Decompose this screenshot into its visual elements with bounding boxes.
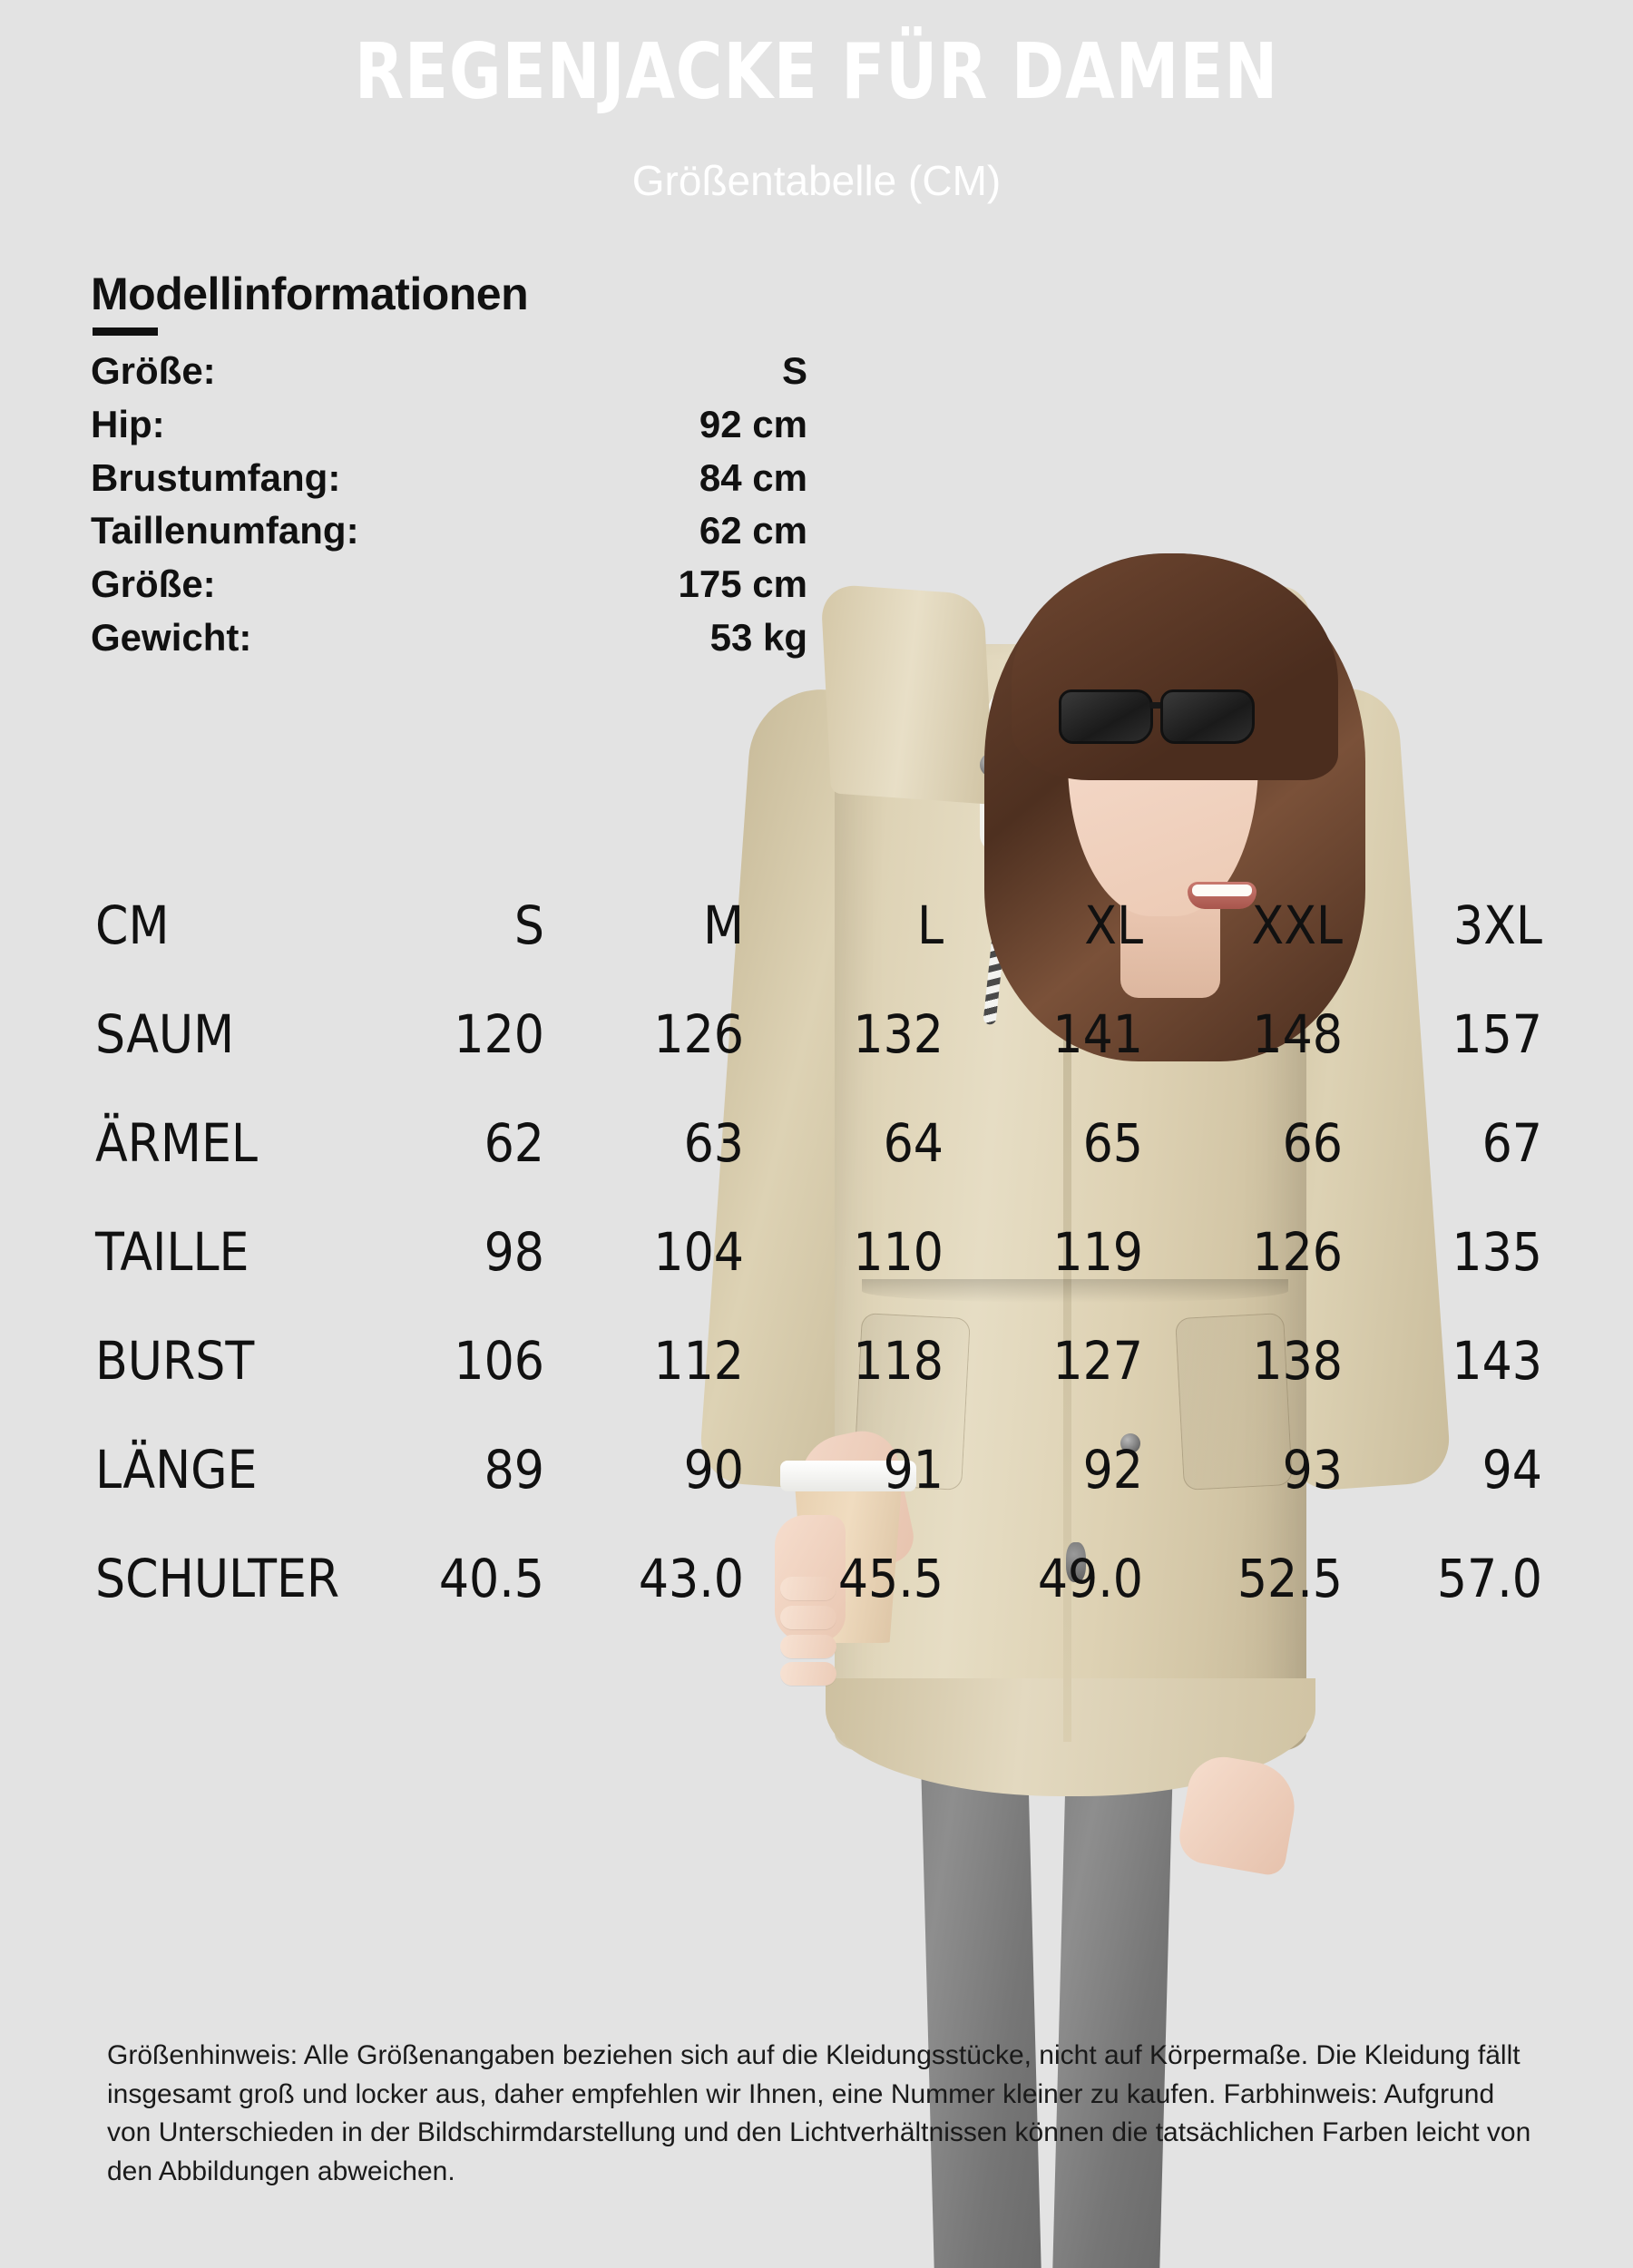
model-info-value: 175 cm [678, 562, 807, 606]
size-table-unit-label: CM [95, 894, 170, 956]
model-info-label: Gewicht: [91, 616, 252, 660]
model-info-value: 53 kg [709, 616, 807, 660]
measurement-value: 94 [1481, 1439, 1542, 1501]
measurement-value: 93 [1282, 1439, 1343, 1501]
measurement-value: 106 [454, 1330, 544, 1392]
measurement-value: 65 [1082, 1112, 1143, 1174]
jacket-collar-left [820, 583, 994, 805]
measurement-value: 91 [883, 1439, 944, 1501]
measurement-value: 90 [683, 1439, 744, 1501]
table-row: SCHULTER 40.5 43.0 45.5 49.0 52.5 57.0 [95, 1524, 1542, 1633]
measurement-value: 135 [1452, 1221, 1542, 1283]
measurement-label: SAUM [95, 1003, 235, 1065]
measurement-value: 49.0 [1037, 1548, 1143, 1609]
measurement-value: 127 [1052, 1330, 1143, 1392]
table-row: LÄNGE 89 90 91 92 93 94 [95, 1415, 1542, 1524]
size-column-header: XXL [1251, 894, 1343, 956]
snap-button-1 [980, 753, 1003, 777]
inner-shirt [980, 653, 1161, 853]
measurement-value: 66 [1282, 1112, 1343, 1174]
size-column-header: S [513, 894, 544, 956]
table-row: SAUM 120 126 132 141 148 157 [95, 980, 1542, 1089]
model-info-value: 92 cm [699, 402, 807, 445]
model-information-heading: Modellinformationen [91, 269, 529, 319]
measurement-value: 67 [1481, 1112, 1542, 1174]
measurement-value: 89 [484, 1439, 544, 1501]
page-title: REGENJACKE FÜR DAMEN [354, 27, 1279, 117]
model-info-row: Größe: 175 cm [91, 558, 807, 611]
snap-button-2 [1134, 798, 1158, 822]
measurement-value: 112 [653, 1330, 744, 1392]
model-info-value: 62 cm [699, 509, 807, 552]
measurement-value: 148 [1252, 1003, 1343, 1065]
measurement-value: 120 [454, 1003, 544, 1065]
measurement-value: 157 [1452, 1003, 1542, 1065]
measurement-value: 119 [1052, 1221, 1143, 1283]
model-info-label: Hip: [91, 402, 165, 445]
model-info-row: Gewicht: 53 kg [91, 611, 807, 665]
model-info-label: Größe: [91, 349, 216, 392]
measurement-label: TAILLE [95, 1221, 249, 1283]
model-info-row: Taillenumfang: 62 cm [91, 504, 807, 558]
measurement-value: 40.5 [438, 1548, 544, 1609]
model-info-label: Taillenumfang: [91, 509, 359, 552]
size-column-header: XL [1084, 894, 1143, 956]
model-info-row: Größe: S [91, 345, 807, 398]
model-info-value: 84 cm [699, 455, 807, 499]
jacket-hem [826, 1678, 1315, 1796]
measurement-label: SCHULTER [95, 1548, 340, 1609]
measurement-value: 98 [484, 1221, 544, 1283]
page-subtitle: Größentabelle (CM) [631, 157, 1002, 204]
size-note: Größenhinweis: Alle Größenangaben bezieh… [107, 2040, 1531, 2186]
measurement-value: 141 [1052, 1003, 1143, 1065]
model-information-table: Größe: S Hip: 92 cm Brustumfang: 84 cm Taillen… [91, 345, 807, 665]
model-info-value: S [781, 349, 807, 392]
measurement-value: 126 [1252, 1221, 1343, 1283]
sunglasses-icon [1059, 689, 1267, 746]
measurement-value: 104 [653, 1221, 744, 1283]
measurement-value: 43.0 [638, 1548, 744, 1609]
model-hand-in-pocket [1175, 1751, 1302, 1878]
measurement-label: ÄRMEL [95, 1112, 258, 1174]
size-column-header: 3XL [1453, 894, 1542, 956]
measurement-value: 143 [1452, 1330, 1542, 1392]
measurement-value: 52.5 [1237, 1548, 1343, 1609]
size-table-header-row: CM S M L XL XXL 3XL [95, 871, 1542, 980]
heading-rule [93, 327, 158, 336]
model-info-row: Hip: 92 cm [91, 398, 807, 452]
finger [780, 1635, 836, 1658]
measurement-value: 118 [853, 1330, 944, 1392]
measurement-value: 63 [683, 1112, 744, 1174]
measurement-value: 92 [1082, 1439, 1143, 1501]
measurement-label: BURST [95, 1330, 255, 1392]
finger [780, 1662, 836, 1686]
measurement-value: 62 [484, 1112, 544, 1174]
measurement-value: 126 [653, 1003, 744, 1065]
table-row: TAILLE 98 104 110 119 126 135 [95, 1198, 1542, 1306]
measurement-value: 132 [853, 1003, 944, 1065]
measurement-value: 57.0 [1436, 1548, 1542, 1609]
sunglasses-lens-right [1160, 689, 1255, 744]
model-info-label: Brustumfang: [91, 455, 341, 499]
size-column-header: L [916, 894, 944, 956]
table-row: ÄRMEL 62 63 64 65 66 67 [95, 1089, 1542, 1198]
sunglasses-bridge [1149, 702, 1166, 709]
measurement-label: LÄNGE [95, 1439, 258, 1501]
hair-front [1012, 553, 1338, 780]
measurement-value: 64 [883, 1112, 944, 1174]
measurement-value: 110 [853, 1221, 944, 1283]
model-information-block: Modellinformationen Größe: S Hip: 92 cm Brus… [91, 268, 807, 665]
sunglasses-lens-left [1059, 689, 1153, 744]
model-info-row: Brustumfang: 84 cm [91, 452, 807, 505]
size-table: CM S M L XL XXL 3XL SAUM 120 126 132 141 148 1… [95, 871, 1542, 1633]
table-row: BURST 106 112 118 127 138 143 [95, 1306, 1542, 1415]
model-info-label: Größe: [91, 562, 216, 606]
measurement-value: 138 [1252, 1330, 1343, 1392]
size-column-header: M [702, 894, 744, 956]
jacket-collar-right [1138, 583, 1312, 805]
measurement-value: 45.5 [837, 1548, 944, 1609]
